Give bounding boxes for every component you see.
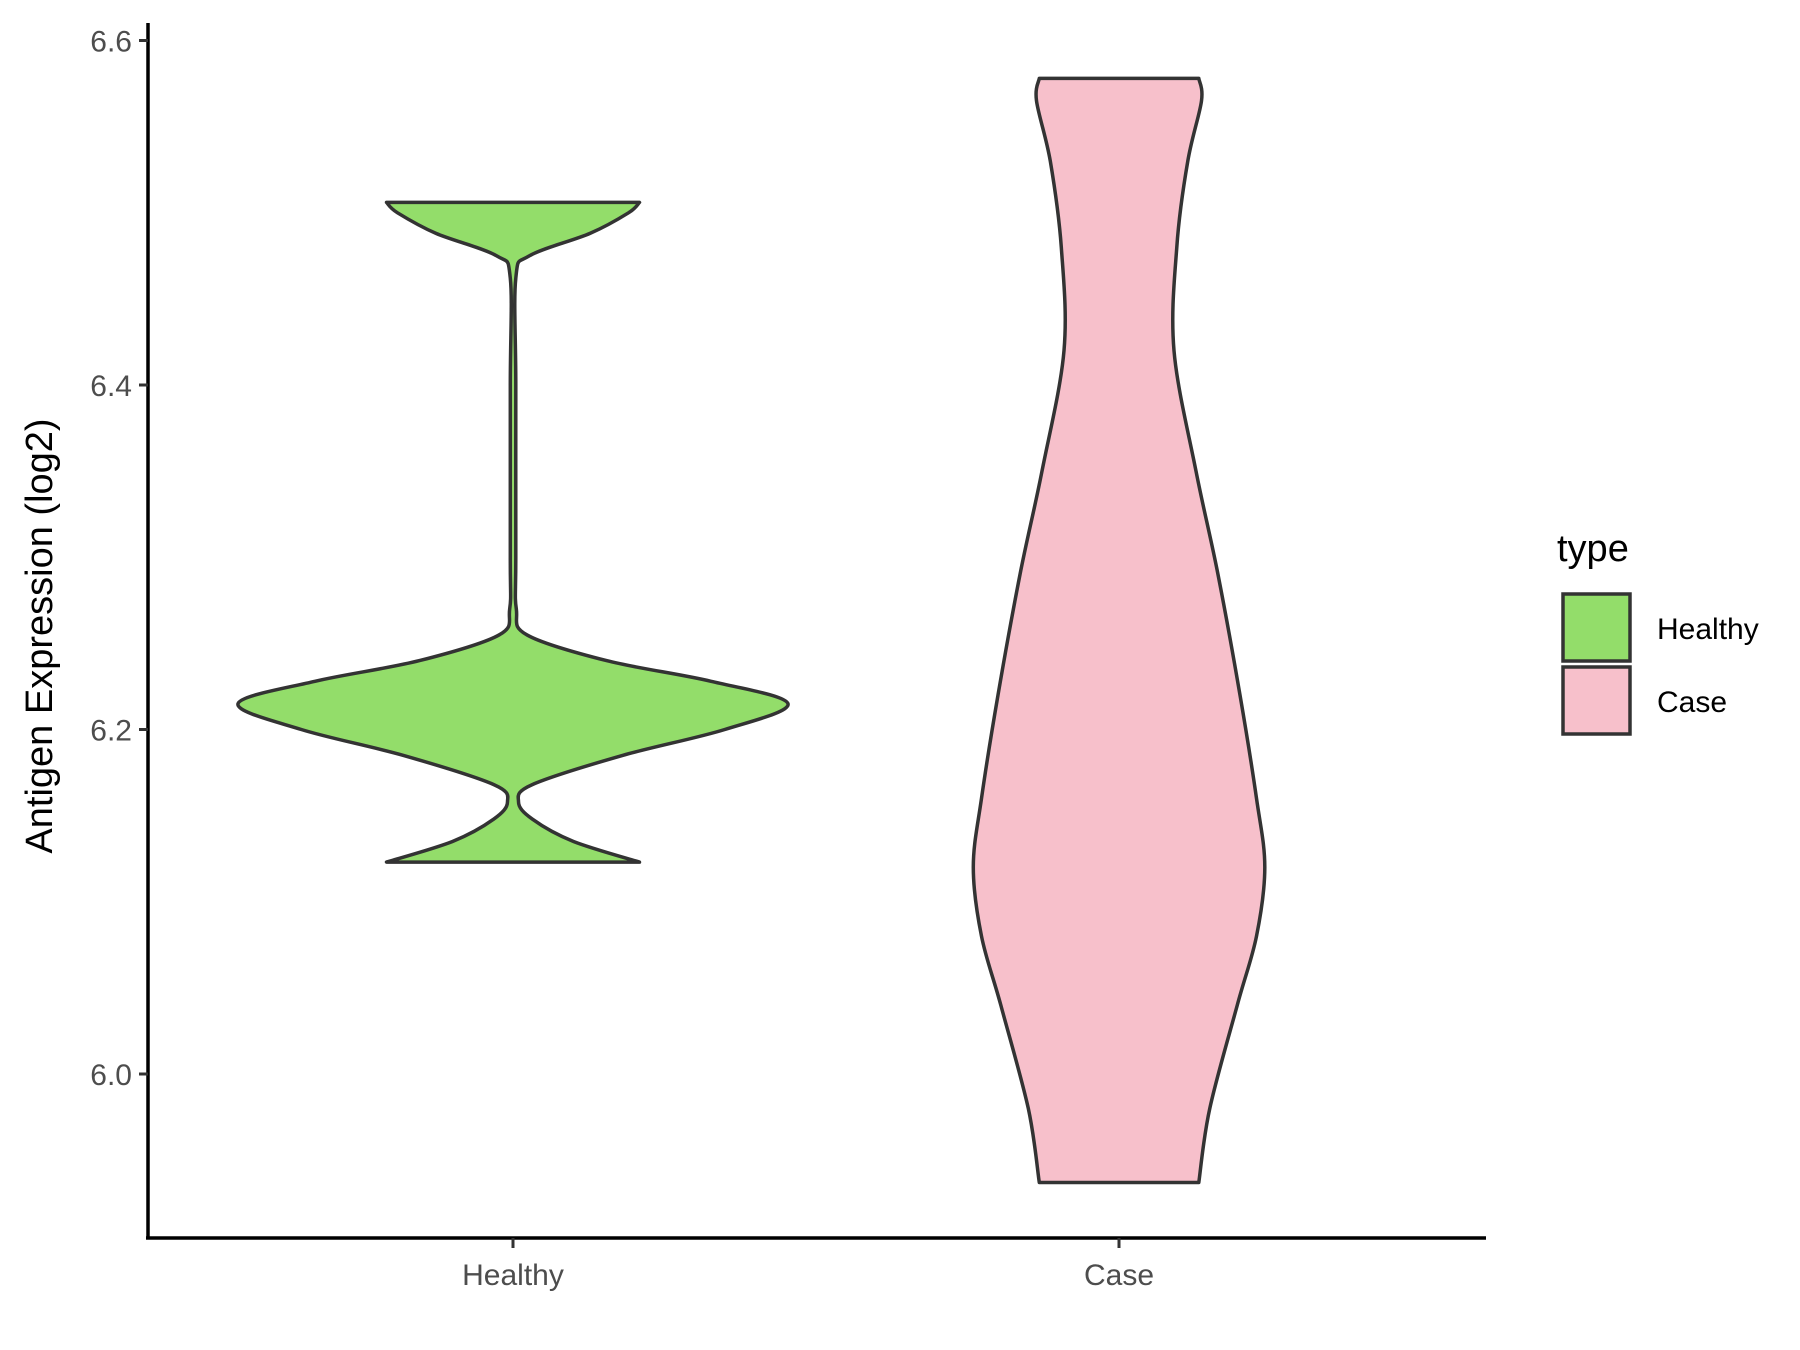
violin-healthy	[236, 200, 790, 864]
violins-layer	[236, 76, 1267, 1185]
x-ticks: Healthy Case	[462, 1238, 1154, 1292]
y-axis-title: Antigen Expression (log2)	[19, 418, 61, 853]
x-tick-label: Healthy	[462, 1259, 564, 1292]
legend-swatch-case	[1561, 665, 1632, 736]
legend-title: type	[1557, 528, 1629, 570]
y-tick-label: 6.6	[90, 26, 132, 59]
x-tick-label: Case	[1084, 1259, 1154, 1292]
y-ticks: 6.0 6.2 6.4 6.6	[90, 26, 148, 1092]
violin-case	[971, 76, 1267, 1185]
y-tick-label: 6.2	[90, 715, 132, 748]
legend-label-case: Case	[1657, 686, 1727, 719]
legend: type Healthy Case	[1557, 528, 1759, 736]
y-tick-label: 6.0	[90, 1059, 132, 1092]
legend-label-healthy: Healthy	[1657, 613, 1759, 646]
y-tick-label: 6.4	[90, 370, 132, 403]
legend-swatch-healthy	[1561, 592, 1632, 663]
